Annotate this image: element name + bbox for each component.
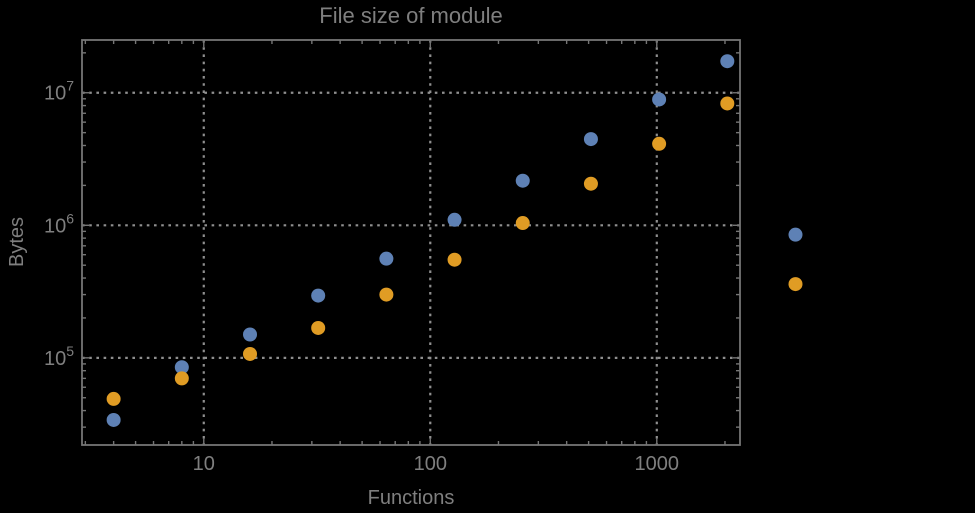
data-point-blue-series-x4: [106, 412, 121, 427]
data-point-orange-series-x32: [311, 320, 326, 335]
chart-title: File size of module: [319, 3, 503, 28]
data-point-blue-series-x128: [447, 212, 462, 227]
data-point-orange-series-x256: [515, 216, 530, 231]
data-point-orange-series-x64: [379, 287, 394, 302]
data-point-orange-series-x1024: [652, 136, 667, 151]
x-axis-title: Functions: [367, 487, 455, 509]
data-point-blue-series-x256: [515, 173, 530, 188]
data-point-blue-series-x8: [174, 360, 189, 375]
y-axis-title: Bytes: [6, 216, 28, 268]
y-tick-label-10e6: 106: [44, 210, 74, 237]
data-point-orange-series-x16: [243, 346, 258, 361]
data-point-blue-series-x4096: [788, 227, 803, 242]
data-point-orange-series-x128: [447, 252, 462, 267]
data-point-blue-series-x2048: [720, 54, 735, 69]
x-tick-label-10: 10: [193, 453, 215, 475]
plot-frame: [81, 39, 741, 446]
data-point-blue-series-x1024: [652, 92, 667, 107]
y-tick-label-10e5: 105: [44, 343, 74, 370]
y-tick-exponent: 5: [66, 343, 74, 359]
x-tick-label-100: 100: [414, 453, 447, 475]
data-point-orange-series-x8: [174, 371, 189, 386]
data-point-blue-series-x16: [243, 327, 258, 342]
data-point-blue-series-x64: [379, 251, 394, 266]
y-tick-label-10e7: 107: [44, 78, 74, 105]
data-point-orange-series-x512: [583, 176, 598, 191]
data-point-orange-series-x2048: [720, 96, 735, 111]
data-point-blue-series-x32: [311, 288, 326, 303]
data-point-orange-series-x4: [106, 391, 121, 406]
data-point-orange-series-x4096: [788, 277, 803, 292]
data-point-blue-series-x512: [583, 132, 598, 147]
y-tick-exponent: 6: [66, 210, 74, 226]
y-tick-exponent: 7: [66, 78, 74, 94]
x-tick-label-1000: 1000: [635, 453, 680, 475]
